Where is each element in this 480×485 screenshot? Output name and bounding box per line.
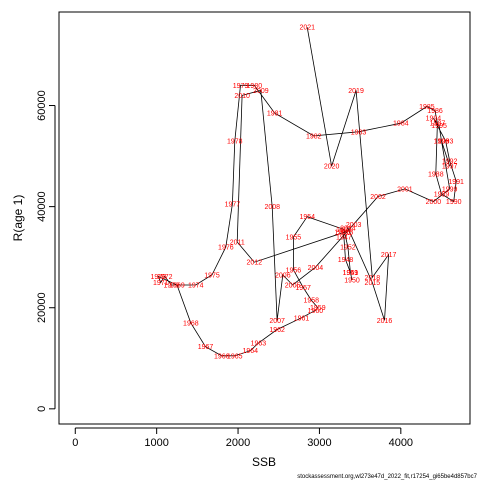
year-label-1994: 1994: [426, 116, 442, 123]
year-label-1996: 1996: [434, 138, 450, 145]
y-tick-label: 20000: [36, 292, 48, 323]
year-label-1955: 1955: [286, 234, 302, 241]
year-label-2007: 2007: [269, 318, 285, 325]
year-label-1953: 1953: [336, 227, 352, 234]
x-tick-label: 4000: [389, 437, 413, 449]
year-label-2002: 2002: [370, 194, 386, 201]
year-label-1948: 1948: [338, 257, 354, 264]
year-label-1986: 1986: [427, 108, 443, 115]
year-label-1985: 1985: [419, 104, 435, 111]
year-label-1999: 1999: [442, 186, 458, 193]
year-label-1964: 1964: [242, 348, 258, 355]
y-axis-title: R(age 1): [11, 195, 25, 242]
year-label-1956: 1956: [286, 267, 302, 274]
x-tick-label: 0: [72, 437, 78, 449]
plot-frame: [58, 11, 471, 425]
year-label-2000: 2000: [426, 199, 442, 206]
year-label-1946: 1946: [334, 229, 350, 236]
year-label-1968: 1968: [183, 320, 199, 327]
x-axis: 0 1000 2000 3000 4000: [72, 427, 413, 449]
y-tick-label: 40000: [36, 191, 48, 222]
year-label-2020: 2020: [324, 164, 340, 171]
year-label-1993: 1993: [438, 138, 454, 145]
year-label-1971: 1971: [153, 280, 169, 287]
year-label-1974: 1974: [188, 282, 204, 289]
year-label-2001: 2001: [397, 186, 413, 193]
year-label-1960: 1960: [308, 308, 324, 315]
year-label-1951: 1951: [343, 270, 359, 277]
year-label-1967: 1967: [198, 344, 214, 351]
year-label-2004: 2004: [308, 265, 324, 272]
year-label-1979: 1979: [233, 83, 249, 90]
year-label-2003: 2003: [346, 222, 362, 229]
year-label-1966: 1966: [214, 353, 230, 360]
year-label-2012: 2012: [247, 260, 263, 267]
year-label-1970: 1970: [151, 274, 167, 281]
x-tick-label: 2000: [226, 437, 250, 449]
year-label-1962: 1962: [269, 327, 285, 334]
y-tick-label: 0: [36, 406, 48, 412]
year-label-2006: 2006: [275, 272, 291, 279]
year-label-1997: 1997: [442, 164, 458, 171]
year-label-2021: 2021: [299, 25, 315, 32]
year-label-1981: 1981: [267, 111, 283, 118]
y-axis: 0 20000 40000 60000: [36, 90, 56, 412]
year-label-1976: 1976: [218, 245, 234, 252]
year-label-2017: 2017: [381, 252, 397, 259]
year-label-1989: 1989: [434, 191, 450, 198]
year-label-2015: 2015: [365, 280, 381, 287]
year-label-1949: 1949: [343, 270, 359, 277]
x-tick-label: 1000: [144, 437, 168, 449]
year-label-1958: 1958: [304, 298, 320, 305]
year-label-1965: 1965: [227, 353, 243, 360]
year-label-1992: 1992: [442, 159, 458, 166]
year-label-1998: 1998: [434, 138, 450, 145]
year-label-2008: 2008: [264, 204, 280, 211]
year-label-1957: 1957: [295, 285, 311, 292]
year-label-1995: 1995: [431, 123, 447, 130]
year-label-1963: 1963: [251, 341, 267, 348]
year-label-1959: 1959: [310, 305, 326, 312]
year-label-1952: 1952: [340, 245, 356, 252]
year-label-2016: 2016: [377, 318, 393, 325]
year-label-1990: 1990: [446, 199, 462, 206]
year-label-1988: 1988: [428, 171, 444, 178]
year-label-1972: 1972: [157, 274, 173, 281]
recruitment-trajectory-line: [157, 27, 457, 357]
year-label-2019: 2019: [348, 88, 364, 95]
year-label-2011: 2011: [230, 240, 245, 247]
year-label-1983: 1983: [351, 129, 367, 136]
source-caption: stockassessment.org,wl273e47d_2022_fit,r…: [297, 474, 477, 480]
year-label-2010: 2010: [234, 93, 250, 100]
year-label-1982: 1982: [306, 133, 322, 140]
year-label-2014: 2014: [340, 225, 356, 232]
year-label-1991: 1991: [448, 179, 464, 186]
year-label-1977: 1977: [225, 202, 241, 209]
year-label-1969: 1969: [169, 282, 185, 289]
y-tick-label: 60000: [36, 90, 48, 121]
year-label-1961: 1961: [294, 315, 310, 322]
year-label-1984: 1984: [393, 121, 409, 128]
year-label-1978: 1978: [227, 138, 243, 145]
year-label-2005: 2005: [285, 282, 301, 289]
year-label-1980: 1980: [247, 83, 263, 90]
year-label-2009: 2009: [253, 88, 269, 95]
year-label-1987: 1987: [430, 121, 446, 128]
year-label-1950: 1950: [344, 277, 360, 284]
year-label-1975: 1975: [204, 272, 220, 279]
year-label-2013: 2013: [338, 229, 354, 236]
year-label-1973: 1973: [164, 282, 180, 289]
year-label-2018: 2018: [365, 275, 381, 282]
x-tick-label: 3000: [307, 437, 331, 449]
x-axis-title: SSB: [252, 455, 276, 469]
year-label-1947: 1947: [336, 234, 352, 241]
year-label-1954: 1954: [299, 214, 315, 221]
